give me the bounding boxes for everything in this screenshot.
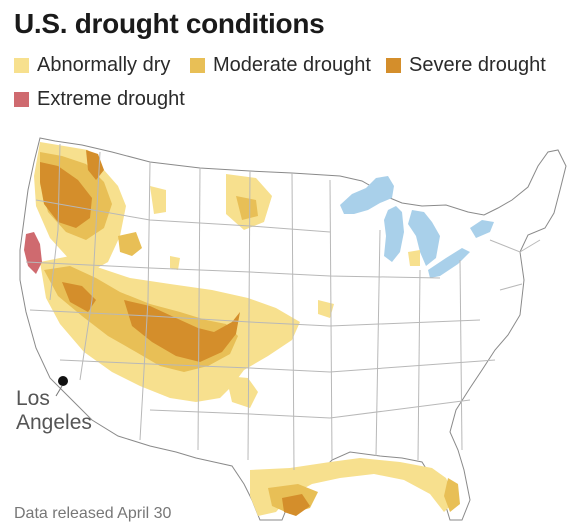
lake-erie (428, 248, 470, 278)
legend-swatch-abnormally-dry (14, 58, 29, 73)
legend-label-extreme-drought: Extreme drought (37, 88, 185, 110)
los-angeles-marker (58, 376, 68, 386)
city-label-line2: Angeles (16, 411, 92, 434)
legend-label-abnormally-dry: Abnormally dry (37, 54, 171, 76)
legend-label-moderate-drought: Moderate drought (213, 54, 371, 76)
legend-swatch-extreme-drought (14, 92, 29, 107)
legend-label-severe-drought: Severe drought (409, 54, 546, 76)
drought-extreme (24, 232, 42, 274)
lake-ontario (470, 220, 494, 238)
us-map-svg (19, 137, 567, 521)
city-label-line1: Los (16, 387, 50, 410)
lake-michigan (384, 206, 404, 262)
us-map (0, 128, 577, 527)
legend-item-moderate-drought: Moderate drought (190, 54, 371, 77)
legend-item-severe-drought: Severe drought (386, 54, 546, 77)
lake-huron (408, 210, 440, 266)
city-label-los-angeles: Los Angeles (16, 387, 92, 435)
drought-severe (40, 150, 310, 516)
legend-swatch-severe-drought (386, 58, 401, 73)
map-title: U.S. drought conditions (14, 8, 325, 39)
legend-item-extreme-drought: Extreme drought (14, 88, 185, 111)
legend-swatch-moderate-drought (190, 58, 205, 73)
legend-item-abnormally-dry: Abnormally dry (14, 54, 170, 77)
state-borders (25, 143, 541, 471)
footnote: Data released April 30 (14, 505, 172, 522)
los-angeles-leader (55, 385, 63, 397)
lake-superior (340, 176, 394, 214)
